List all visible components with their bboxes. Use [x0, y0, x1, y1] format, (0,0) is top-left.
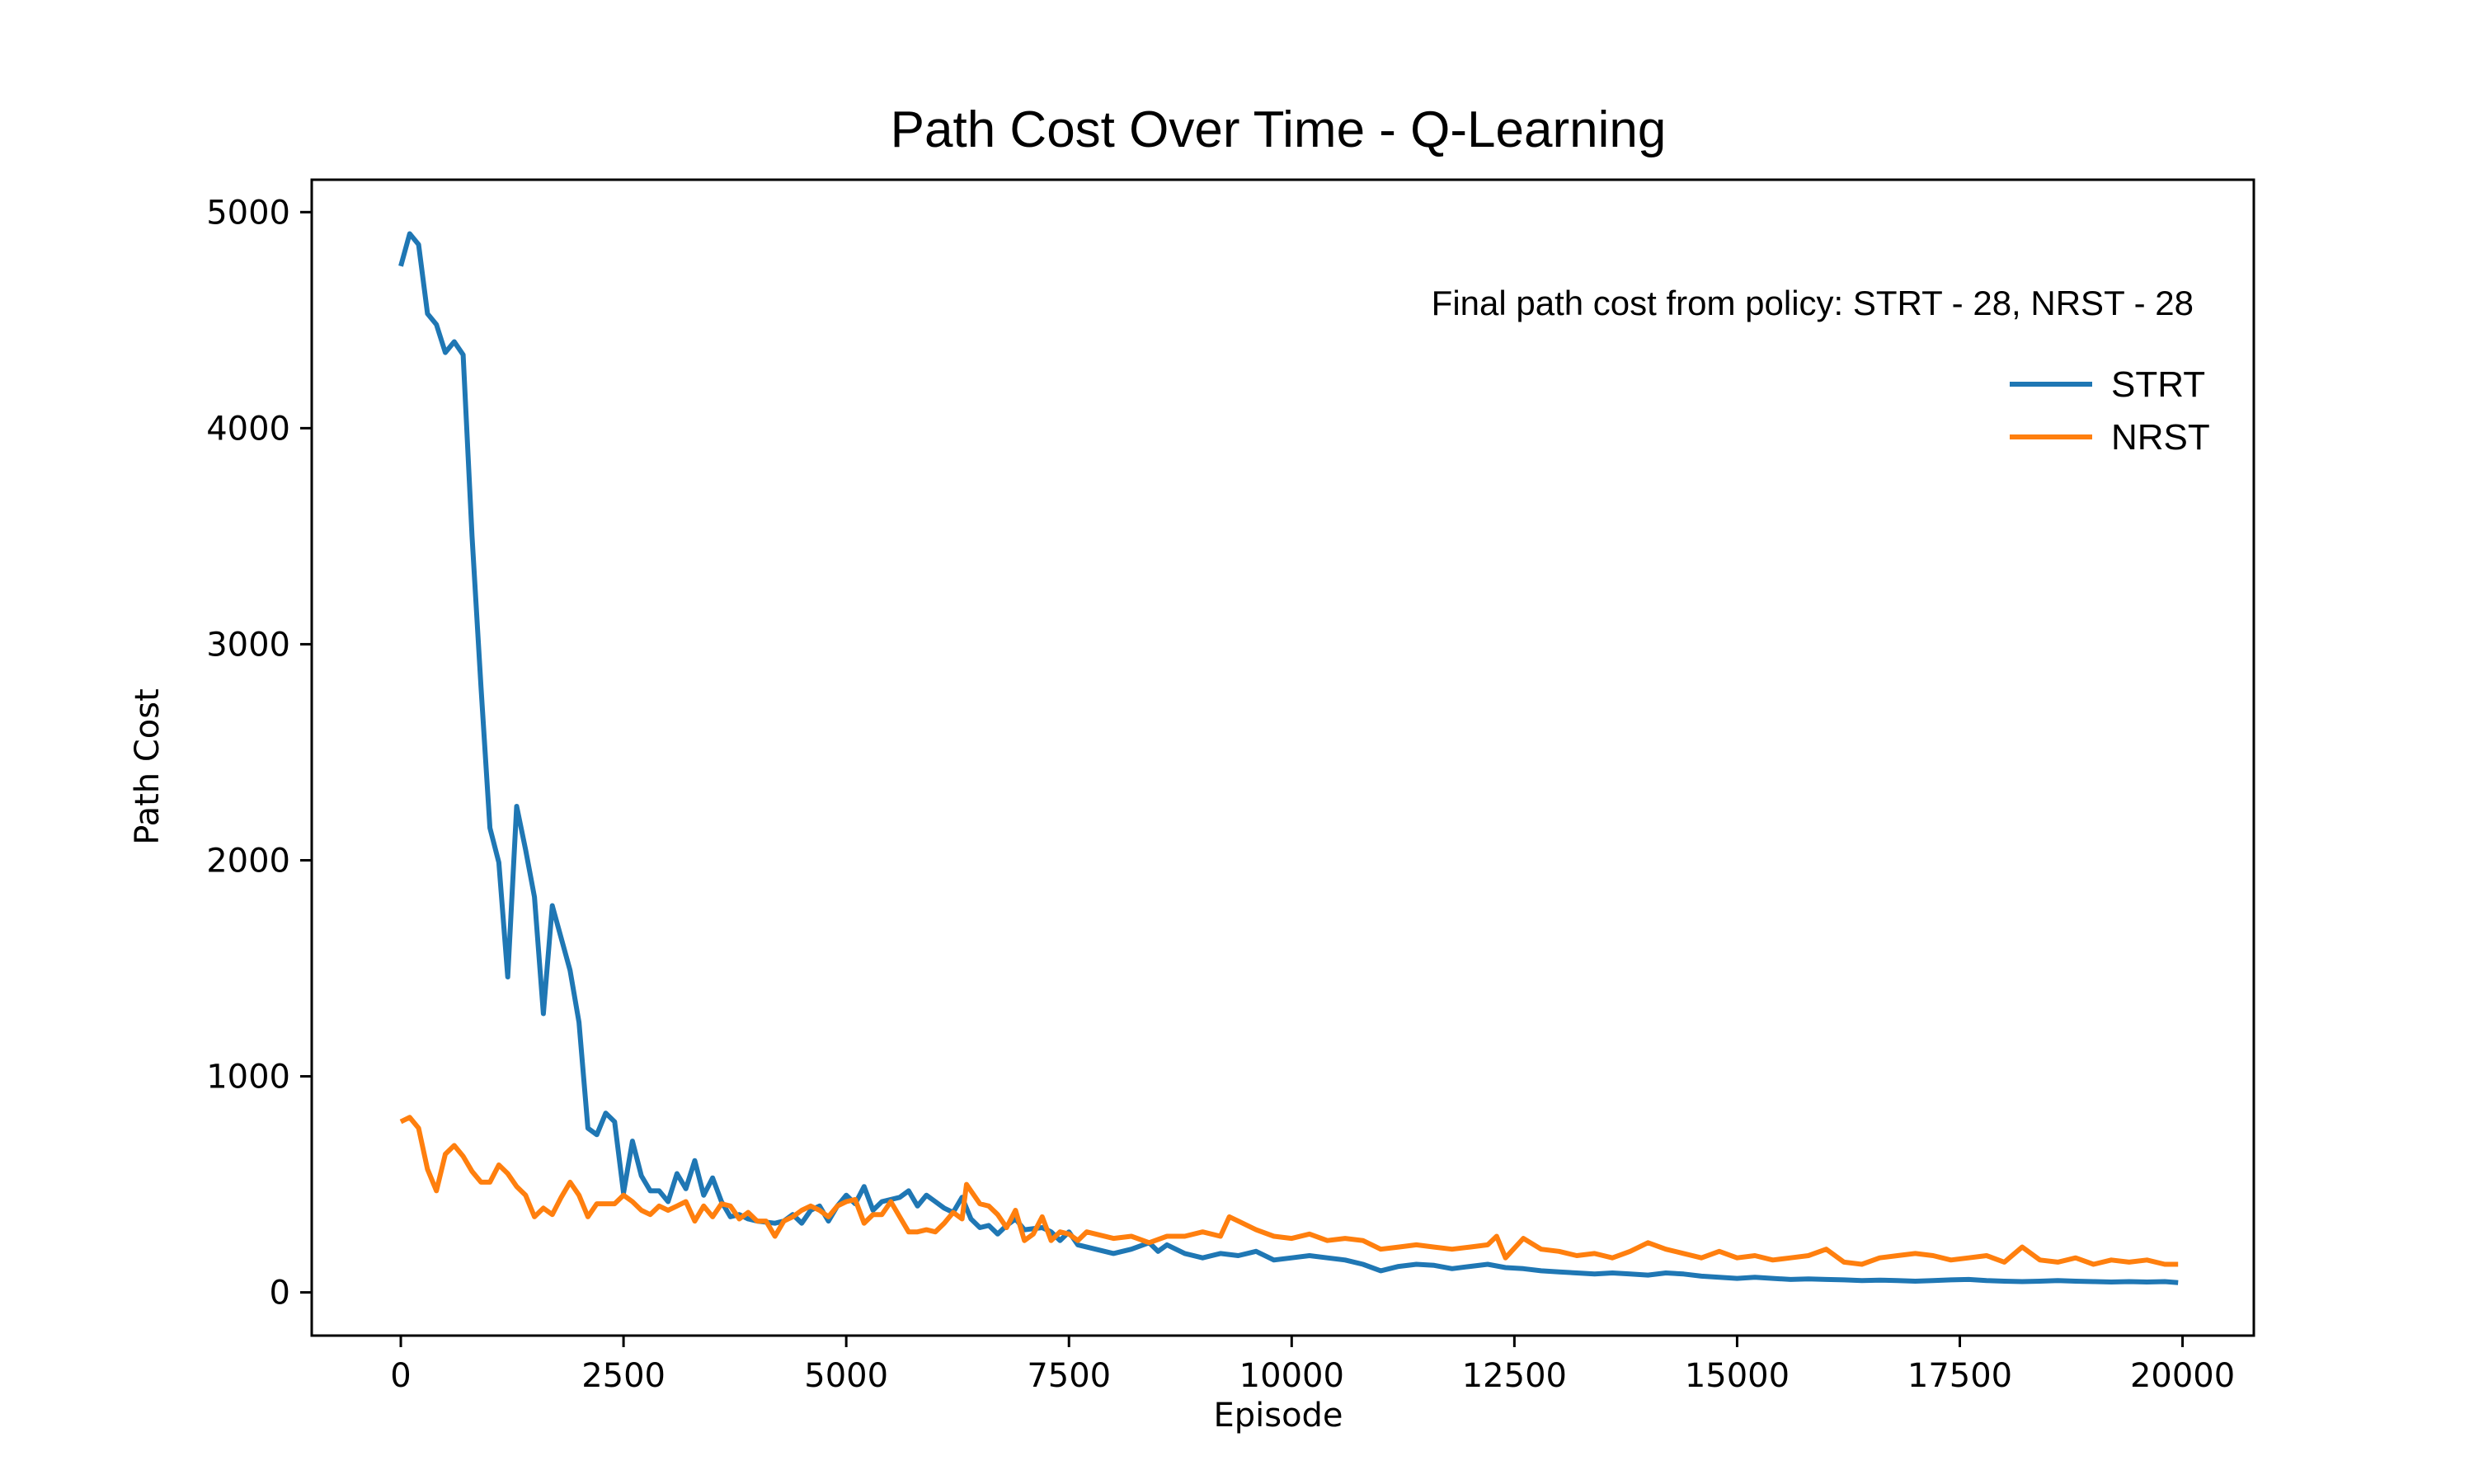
x-tick-label: 5000 — [804, 1357, 888, 1395]
y-tick-label: 3000 — [206, 626, 290, 664]
chart-title: Path Cost Over Time - Q-Learning — [891, 101, 1667, 158]
y-tick-label: 1000 — [206, 1059, 290, 1097]
y-axis-label: Path Cost — [129, 688, 167, 845]
y-axis-ticks: 0 1000 2000 3000 4000 5000 — [206, 194, 312, 1313]
legend: STRT NRST — [2010, 364, 2210, 458]
series-layer — [398, 231, 2179, 1285]
legend-label-nrst: NRST — [2111, 417, 2210, 458]
x-tick-label: 2500 — [581, 1357, 666, 1395]
x-tick-label: 12500 — [1462, 1357, 1567, 1395]
series-line-nrst — [399, 1115, 2179, 1267]
y-tick-label: 0 — [270, 1275, 290, 1313]
x-tick-label: 15000 — [1685, 1357, 1790, 1395]
legend-label-strt: STRT — [2111, 364, 2205, 405]
x-tick-label: 20000 — [2130, 1357, 2235, 1395]
x-tick-label: 17500 — [1907, 1357, 2012, 1395]
x-axis-label: Episode — [1213, 1397, 1343, 1435]
y-tick-label: 5000 — [206, 194, 290, 232]
y-tick-label: 2000 — [206, 842, 290, 880]
final-cost-annotation: Final path cost from policy: STRT - 28, … — [1432, 284, 2194, 322]
x-tick-label: 10000 — [1239, 1357, 1344, 1395]
y-tick-label: 4000 — [206, 410, 290, 448]
x-tick-label: 0 — [390, 1357, 411, 1395]
plot-area-frame — [310, 178, 2255, 1337]
x-axis-ticks: 0 2500 5000 7500 10000 12500 15000 17500 20000 — [390, 1336, 2235, 1395]
x-tick-label: 7500 — [1027, 1357, 1111, 1395]
